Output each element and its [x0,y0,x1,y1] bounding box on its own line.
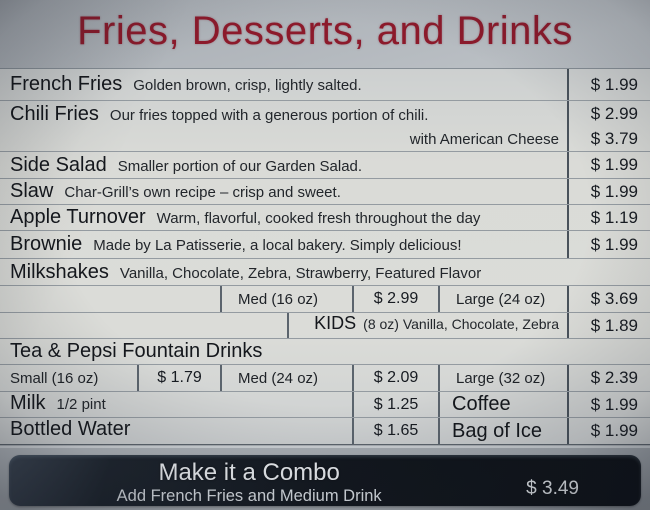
section-header: Tea & Pepsi Fountain Drinks [0,340,650,363]
kids-price: $ 1.89 [567,313,650,338]
size-price: $ 2.39 [567,365,650,391]
item-main: Side Salad Smaller portion of our Garden… [0,154,567,177]
spacer-cell [0,286,220,312]
item-price-2: $ 1.99 [567,392,650,417]
section-name: Tea & Pepsi Fountain Drinks [10,340,263,362]
menu-row-fountain-sizes: Small (16 oz) $ 1.79 Med (24 oz) $ 2.09 … [0,364,650,391]
section-desc: Vanilla, Chocolate, Zebra, Strawberry, F… [119,264,482,282]
menu-row-chili-fries-cheese: with American Cheese $ 3.79 [0,127,650,151]
item-name: Brownie [10,233,83,255]
size-label: Med (16 oz) [220,286,352,312]
item-name: Bottled Water [10,418,131,440]
item-desc: 1/2 pint [56,396,106,413]
section-header: Milkshakes Vanilla, Chocolate, Zebra, St… [0,261,650,284]
menu-row-slaw: Slaw Char-Grill’s own recipe – crisp and… [0,178,650,204]
menu-row-apple-turnover: Apple Turnover Warm, flavorful, cooked f… [0,204,650,230]
item-desc: Warm, flavorful, cooked fresh throughout… [156,210,481,227]
size-price: $ 2.99 [352,286,438,312]
item-name: Side Salad [10,153,107,176]
combo-text-block: Make it a Combo Add French Fries and Med… [9,457,489,506]
item-name: Bag of Ice [438,418,567,444]
item-main: Chili Fries Our fries topped with a gene… [0,103,567,126]
item-main: with American Cheese [0,131,567,148]
item-name: Apple Turnover [10,206,146,228]
item-price: $ 1.99 [567,69,650,100]
item-price: $ 3.79 [567,127,650,151]
menu-board: French Fries Golden brown, crisp, lightl… [0,68,650,446]
menu-row-chili-fries: Chili Fries Our fries topped with a gene… [0,100,650,127]
kids-label: KIDS [314,313,357,333]
size-label: Med (24 oz) [220,365,352,391]
menu-row-fountain-header: Tea & Pepsi Fountain Drinks [0,338,650,364]
size-price: $ 1.79 [137,365,220,391]
item-price: $ 1.65 [352,418,438,444]
menu-row-brownie: Brownie Made by La Patisserie, a local b… [0,230,650,258]
item-desc: Golden brown, crisp, lightly salted. [133,77,362,94]
item-main: Brownie Made by La Patisserie, a local b… [0,233,567,256]
item-desc: Our fries topped with a generous portion… [109,106,429,124]
size-price: $ 2.09 [352,365,438,391]
item-main: Bottled Water [0,418,352,444]
item-price: $ 1.99 [567,179,650,204]
size-label: Large (32 oz) [438,365,567,391]
item-name: Chili Fries [10,102,99,125]
menu-row-side-salad: Side Salad Smaller portion of our Garden… [0,151,650,178]
board-bottom-highlight [0,445,650,448]
combo-price: $ 3.49 [526,478,579,499]
item-variant-label: with American Cheese [409,130,559,148]
spacer-cell [0,313,287,338]
item-price-2: $ 1.99 [567,418,650,444]
item-price: $ 2.99 [567,101,650,127]
item-price: $ 1.99 [567,152,650,178]
section-name: Milkshakes [10,260,109,283]
menu-row-milk-coffee: Milk 1/2 pint $ 1.25 Coffee $ 1.99 [0,391,650,417]
item-desc: Char-Grill’s own recipe – crisp and swee… [64,184,341,201]
kids-desc: (8 oz) Vanilla, Chocolate, Zebra [363,316,559,332]
menu-row-milkshake-sizes: Med (16 oz) $ 2.99 Large (24 oz) $ 3.69 [0,285,650,312]
menu-row-water-ice: Bottled Water $ 1.65 Bag of Ice $ 1.99 [0,417,650,444]
item-main: French Fries Golden brown, crisp, lightl… [0,73,567,96]
item-name: French Fries [10,73,123,95]
item-name: Milk [10,392,46,414]
item-desc: Smaller portion of our Garden Salad. [117,157,363,175]
item-price: $ 1.25 [352,392,438,417]
item-main: Slaw Char-Grill’s own recipe – crisp and… [0,180,567,203]
size-price: $ 3.69 [567,286,650,312]
menu-row-kids-shake: KIDS (8 oz) Vanilla, Chocolate, Zebra $ … [0,312,650,338]
item-price: $ 1.19 [567,205,650,230]
item-name: Coffee [438,392,567,417]
page-title: Fries, Desserts, and Drinks [77,8,573,53]
item-price: $ 1.99 [567,231,650,258]
menu-row-french-fries: French Fries Golden brown, crisp, lightl… [0,69,650,100]
item-desc: Made by La Patisserie, a local bakery. S… [93,237,462,254]
size-label: Large (24 oz) [438,286,567,312]
combo-banner: Make it a Combo Add French Fries and Med… [9,455,641,506]
size-label: Small (16 oz) [10,369,99,387]
kids-cell: KIDS (8 oz) Vanilla, Chocolate, Zebra [287,313,567,338]
menu-row-milkshakes-header: Milkshakes Vanilla, Chocolate, Zebra, St… [0,258,650,285]
title-band: Fries, Desserts, and Drinks [0,0,650,62]
item-name-2: Coffee [452,393,511,415]
combo-subtitle: Add French Fries and Medium Drink [116,486,382,505]
item-main: Milk 1/2 pint [0,392,352,417]
item-name-2: Bag of Ice [452,419,543,442]
item-name: Slaw [10,180,54,202]
combo-title: Make it a Combo [158,458,340,486]
item-main: Apple Turnover Warm, flavorful, cooked f… [0,206,567,229]
